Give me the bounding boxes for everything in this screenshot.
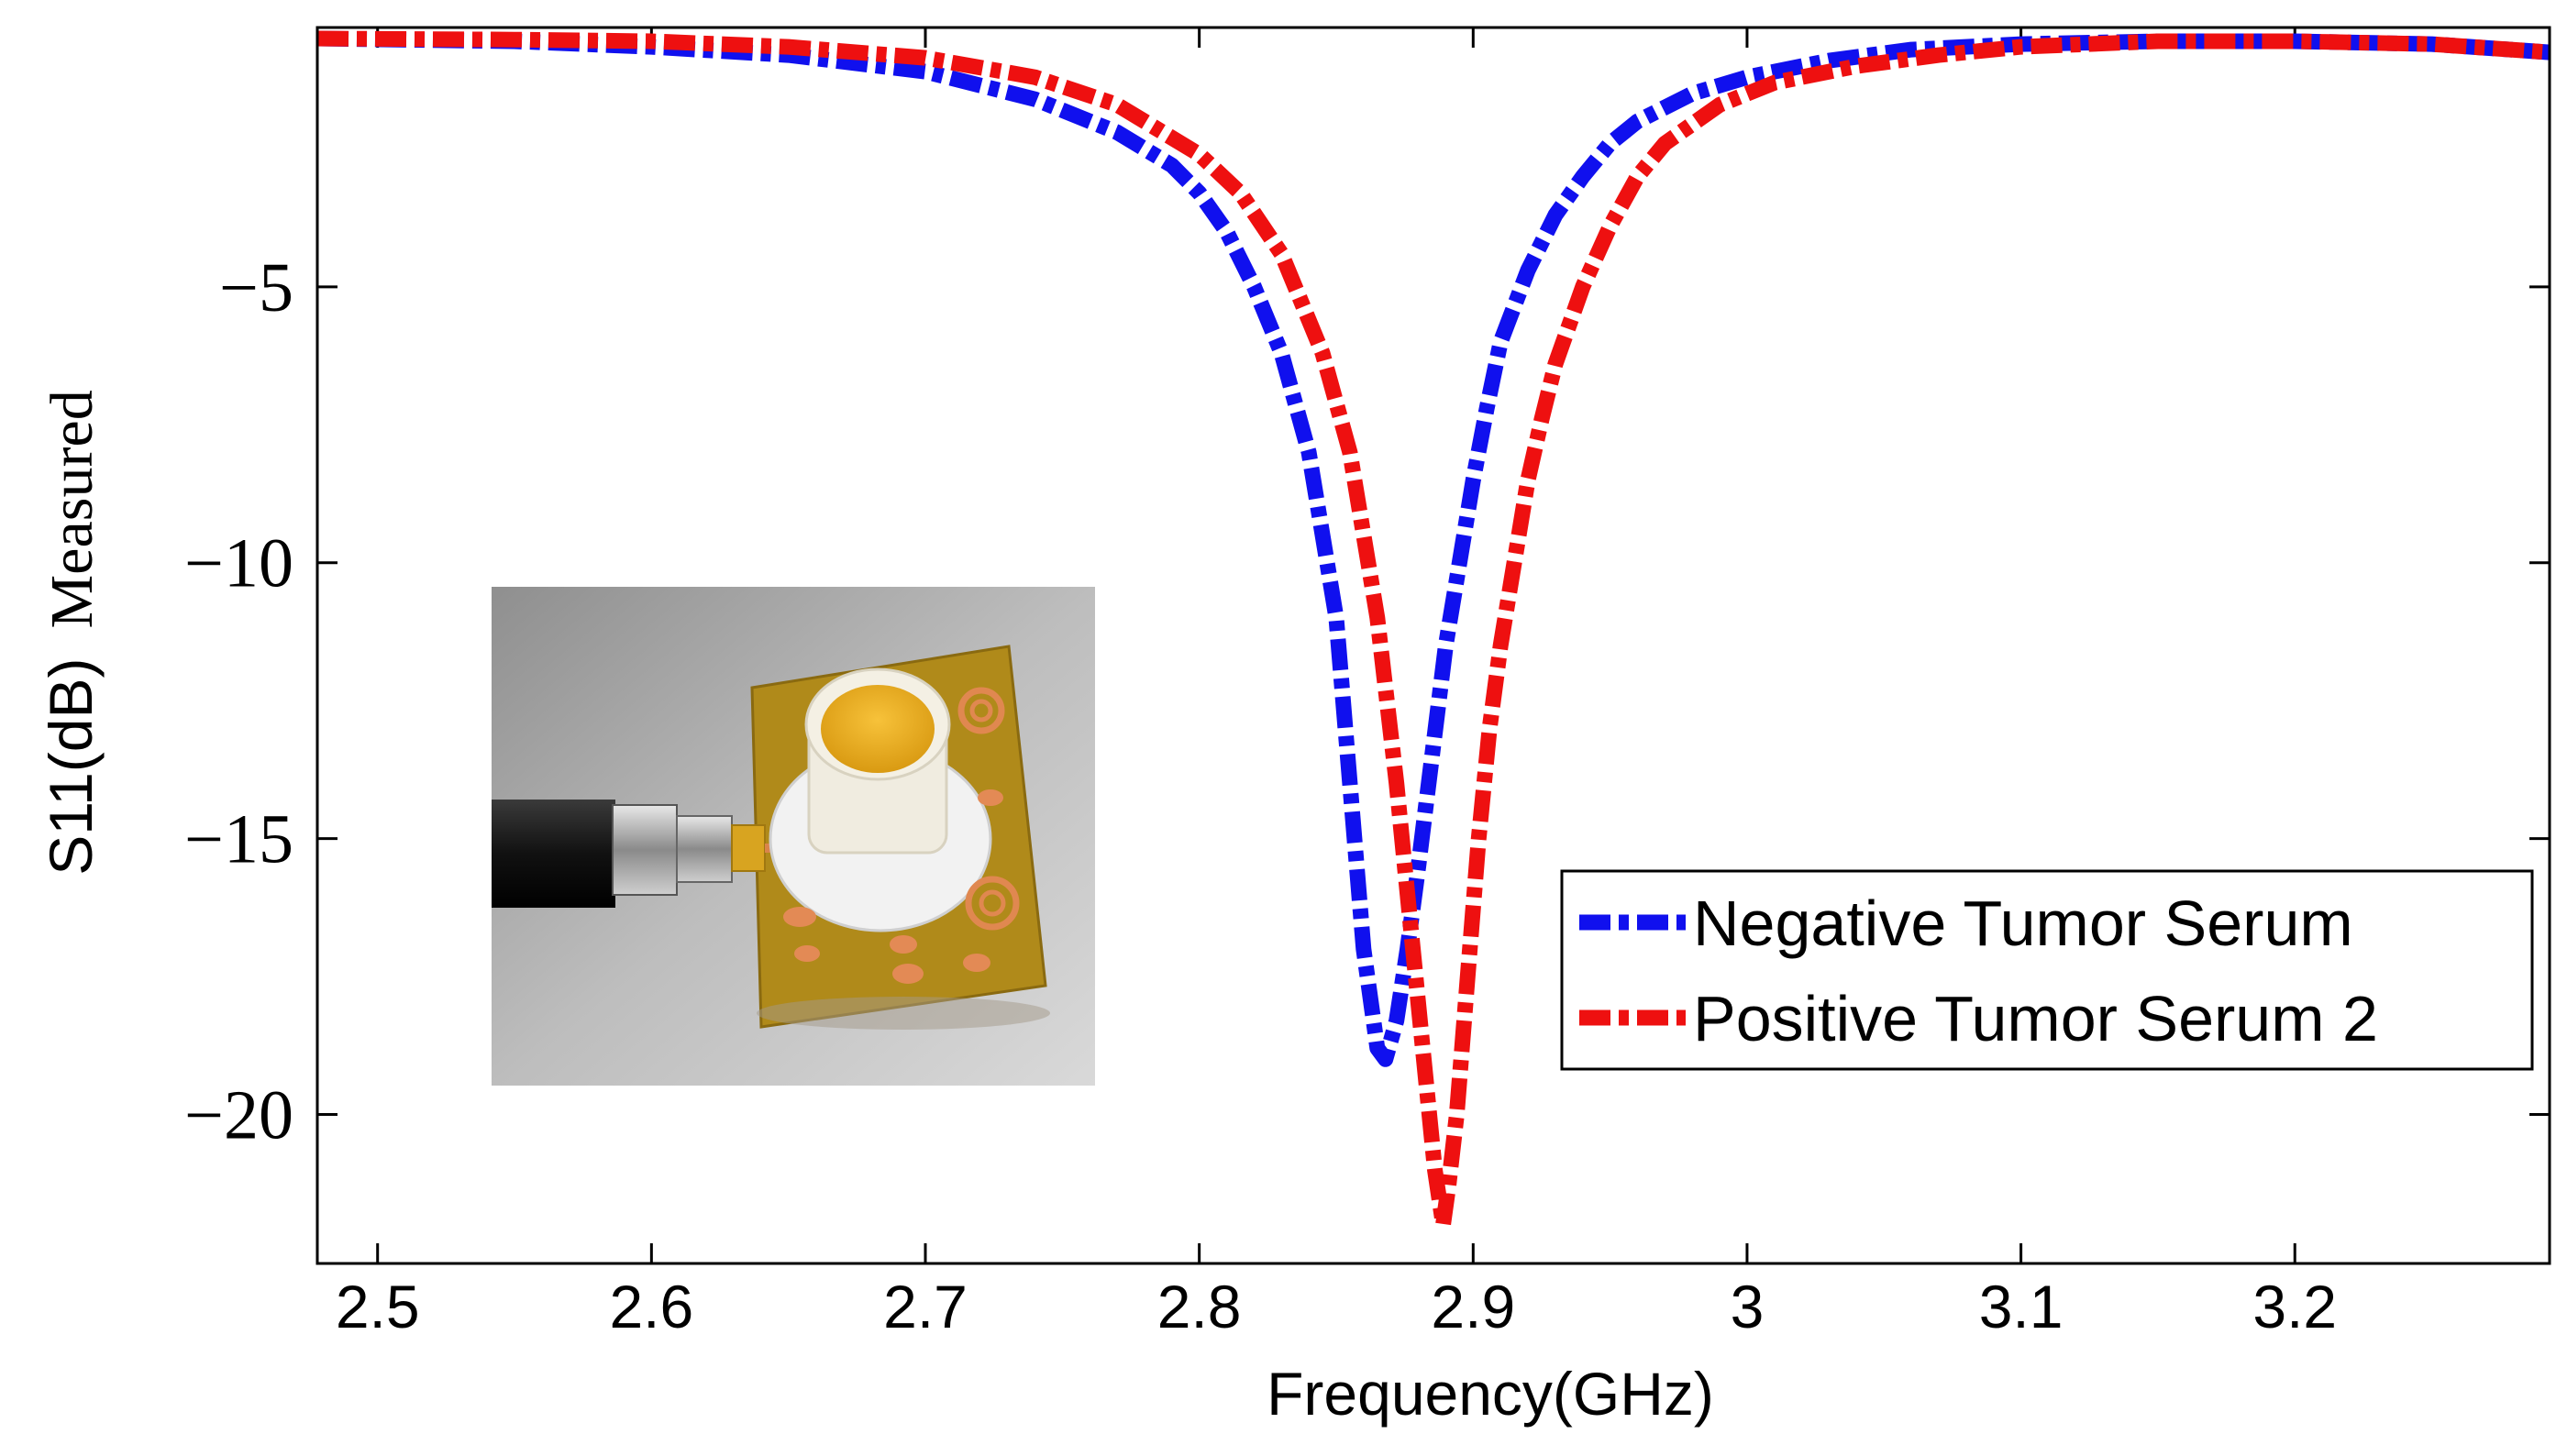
y-axis-label-unit: S11(dB) xyxy=(37,658,105,876)
y-tick-label: −5 xyxy=(219,249,293,326)
legend-box xyxy=(1560,869,2534,1071)
series-line-positive xyxy=(316,30,2550,1233)
sensor-photo-inset xyxy=(492,587,1095,1086)
y-tick-labels: −5 −10 −15 −20 xyxy=(184,249,293,1154)
spiral-resonator xyxy=(965,876,1020,931)
x-tick-label: 3.1 xyxy=(1979,1273,2064,1340)
sample-well-inside xyxy=(821,685,935,773)
coax-cable xyxy=(492,800,615,908)
sma-pin xyxy=(731,824,766,872)
copper-pad xyxy=(783,907,816,927)
series-lines xyxy=(316,30,2550,1233)
y-axis-label: S11(dB) Measured xyxy=(37,390,105,875)
x-tick-labels: 2.5 2.6 2.7 2.8 2.9 3 3.1 3.2 xyxy=(336,1273,2337,1340)
y-axis-label-group: S11(dB) Measured xyxy=(37,390,105,875)
y-tick-label: −10 xyxy=(184,525,293,602)
series-line-negative xyxy=(316,30,2550,1067)
copper-pad xyxy=(890,935,917,954)
copper-pad xyxy=(963,954,990,972)
pcb-shadow xyxy=(757,997,1050,1030)
x-tick-label: 2.8 xyxy=(1157,1273,1242,1340)
copper-pad xyxy=(978,789,1003,806)
x-tick-label: 2.5 xyxy=(336,1273,420,1340)
sma-nut xyxy=(676,815,733,883)
legend-label-positive: Positive Tumor Serum 2 xyxy=(1693,983,2378,1054)
spiral-resonator xyxy=(979,889,1006,917)
legend-label-negative: Negative Tumor Serum xyxy=(1693,888,2353,959)
sma-connector xyxy=(612,804,678,896)
x-tick-label: 2.6 xyxy=(609,1273,693,1340)
axes-frame xyxy=(315,26,2551,1265)
copper-pad xyxy=(794,945,820,962)
spiral-resonator xyxy=(969,699,993,722)
spiral-resonator xyxy=(957,687,1005,734)
legend: Negative Tumor Serum Positive Tumor Seru… xyxy=(1560,869,2534,1071)
y-tick-label: −15 xyxy=(184,801,293,878)
x-axis-label: Frequency(GHz) xyxy=(1267,1360,1714,1428)
x-tick-label: 3 xyxy=(1731,1273,1765,1340)
x-tick-label: 3.2 xyxy=(2252,1273,2337,1340)
y-tick-label: −20 xyxy=(184,1077,293,1154)
copper-pad xyxy=(892,964,924,984)
y-axis-label-measured: Measured xyxy=(39,390,105,628)
x-tick-label: 2.9 xyxy=(1431,1273,1515,1340)
x-tick-label: 2.7 xyxy=(883,1273,968,1340)
